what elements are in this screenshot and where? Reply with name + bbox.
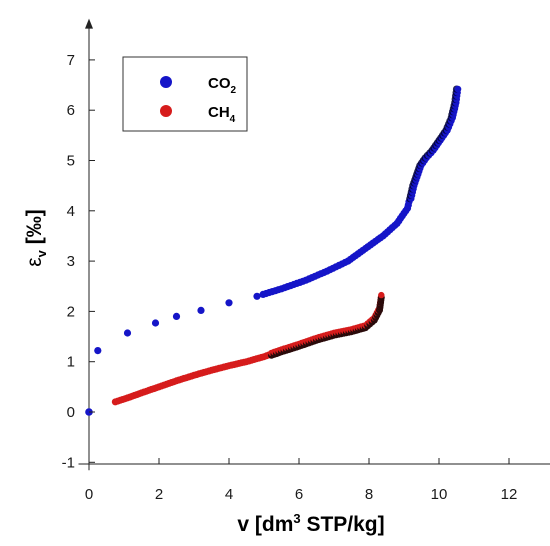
x-tick-label: 6: [295, 486, 303, 503]
x-tick-label: 0: [85, 486, 93, 503]
y-tick-label: 4: [67, 203, 75, 220]
y-tick-label: 7: [67, 52, 75, 69]
y-tick-label: -1: [62, 454, 75, 471]
y-axis-arrow: [85, 18, 93, 29]
legend-label-ch4: CH4: [208, 104, 236, 125]
legend: CO2 CH4: [122, 56, 248, 132]
y-axis-label: εv [‰]: [23, 209, 49, 266]
y-tick-label: 0: [67, 404, 75, 421]
y-tick-label: 5: [67, 153, 75, 170]
y-tick-label: 1: [67, 354, 75, 371]
x-axis-label: v [dm3 STP/kg]: [237, 511, 384, 536]
data-point: [94, 347, 102, 355]
legend-label-co2: CO2: [208, 75, 237, 96]
legend-marker-ch4: [160, 105, 172, 117]
x-tick-label: 4: [225, 486, 233, 503]
data-point: [225, 299, 233, 307]
x-tick-label: 10: [431, 486, 448, 503]
legend-box: [122, 56, 248, 132]
x-tick-label: 12: [501, 486, 518, 503]
data-point: [151, 319, 160, 327]
x-tick-label: 2: [155, 486, 163, 503]
legend-marker-co2: [160, 76, 172, 88]
data-point: [123, 329, 132, 337]
series-layer: [85, 85, 462, 416]
data-point: [454, 85, 462, 93]
data-point: [253, 292, 261, 300]
y-tick-label: 6: [67, 102, 75, 119]
y-tick-label: 3: [67, 253, 75, 270]
data-point: [378, 291, 385, 299]
y-tick-label: 2: [67, 303, 75, 320]
data-point: [197, 306, 205, 314]
x-tick-label: 8: [365, 486, 373, 503]
data-point: [172, 312, 181, 320]
